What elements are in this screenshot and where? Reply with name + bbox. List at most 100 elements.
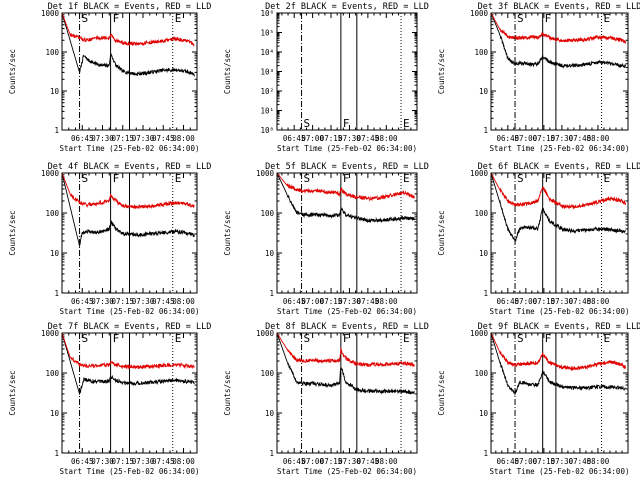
y-tick-label: 10⁵: [260, 29, 274, 38]
marker-label: F: [545, 332, 552, 345]
y-tick-label: 1: [483, 289, 488, 298]
lld-series-line: [276, 172, 415, 202]
x-tick-label: 07:30: [338, 297, 361, 306]
y-tick-label: 1000: [41, 9, 60, 18]
events-series-line: [61, 12, 195, 77]
y-tick-label: 100: [474, 369, 488, 378]
y-tick-label: 10: [479, 249, 489, 258]
x-axis-label: Start Time (25-Feb-02 06:34:00): [490, 144, 630, 153]
marker-label: E: [175, 332, 182, 345]
y-tick-label: 10²: [260, 87, 274, 96]
marker-label: F: [545, 12, 552, 25]
x-tick-label: 06:45: [497, 297, 520, 306]
chart-title: Det 3f BLACK = Events, RED = LLD: [478, 2, 640, 12]
panel-4f: Det 4f BLACK = Events, RED = LLD Start Ti…: [8, 162, 211, 316]
y-tick-label: 1000: [470, 329, 489, 338]
chart-title: Det 2f BLACK = Events, RED = LLD: [265, 2, 429, 12]
x-tick-label: 07:15: [320, 457, 343, 466]
marker-label: F: [113, 332, 120, 345]
marker-label: E: [604, 172, 611, 185]
x-tick-label: 08:00: [375, 457, 398, 466]
lld-series-line: [61, 172, 195, 210]
x-tick-label: 07:15: [111, 457, 134, 466]
x-tick-label: 06:45: [283, 457, 306, 466]
x-axis-label: Start Time (25-Feb-02 06:34:00): [277, 467, 417, 476]
marker-label: S: [304, 172, 311, 185]
y-tick-label: 1000: [41, 169, 60, 178]
marker-label: F: [113, 12, 120, 25]
marker-label: E: [175, 12, 182, 25]
x-tick-label: 07:00: [515, 457, 538, 466]
x-tick-label: 07:30: [91, 134, 114, 143]
y-axis-label: Counts/sec: [223, 49, 232, 94]
x-tick-label: 07:30: [91, 457, 114, 466]
events-series-line: [61, 332, 195, 396]
x-tick-label: 07:15: [533, 134, 556, 143]
x-tick-label: 07:45: [569, 297, 592, 306]
y-tick-label: 1: [483, 126, 488, 135]
chart-title: Det 4f BLACK = Events, RED = LLD: [48, 162, 212, 172]
y-tick-label: 10: [50, 87, 60, 96]
y-tick-label: 10: [265, 409, 275, 418]
lld-series-line: [61, 332, 195, 370]
plot-frame: [276, 172, 418, 294]
chart-title: Det 8f BLACK = Events, RED = LLD: [265, 322, 429, 332]
panel-2f: Det 2f BLACK = Events, RED = LLD Start Ti…: [223, 2, 429, 153]
x-tick-label: 06:45: [283, 134, 306, 143]
x-tick-label: 08:00: [172, 134, 195, 143]
x-tick-label: 07:30: [132, 134, 155, 143]
y-tick-label: 100: [474, 209, 488, 218]
y-axis-label: Counts/sec: [437, 49, 446, 94]
marker-label: F: [343, 172, 350, 185]
marker-label: S: [82, 12, 89, 25]
y-tick-label: 10⁴: [260, 48, 274, 57]
x-tick-label: 07:30: [338, 134, 361, 143]
x-tick-label: 06:45: [283, 297, 306, 306]
y-tick-label: 1: [483, 449, 488, 458]
y-tick-label: 100: [260, 369, 274, 378]
panel-5f: Det 5f BLACK = Events, RED = LLD Start Ti…: [223, 162, 429, 316]
y-tick-label: 1000: [256, 169, 275, 178]
y-tick-label: 1: [54, 289, 59, 298]
x-tick-label: 07:00: [515, 297, 538, 306]
x-axis-label: Start Time (25-Feb-02 06:34:00): [277, 307, 417, 316]
marker-label: E: [403, 172, 410, 185]
x-tick-label: 07:15: [320, 134, 343, 143]
y-tick-label: 10: [479, 87, 489, 96]
lld-series-line: [61, 12, 195, 47]
plot-frame: [61, 12, 198, 131]
marker-label: E: [175, 172, 182, 185]
x-tick-label: 06:45: [71, 297, 94, 306]
x-tick-label: 08:00: [375, 134, 398, 143]
x-tick-label: 07:30: [338, 457, 361, 466]
events-series-line: [276, 332, 415, 395]
panel-7f: Det 7f BLACK = Events, RED = LLD Start Ti…: [8, 322, 211, 476]
x-tick-label: 07:15: [533, 457, 556, 466]
marker-label: S: [304, 117, 311, 130]
y-axis-label: Counts/sec: [223, 210, 232, 255]
y-tick-label: 10³: [260, 68, 274, 77]
x-tick-label: 07:45: [357, 457, 380, 466]
x-tick-label: 07:15: [111, 134, 134, 143]
y-tick-label: 10: [50, 409, 60, 418]
events-series-line: [61, 172, 195, 248]
y-tick-label: 1: [54, 449, 59, 458]
y-tick-label: 10: [265, 249, 275, 258]
y-tick-label: 100: [474, 48, 488, 57]
x-axis-label: Start Time (25-Feb-02 06:34:00): [60, 144, 200, 153]
x-tick-label: 07:45: [152, 457, 175, 466]
y-axis-label: Counts/sec: [223, 370, 232, 415]
x-axis-label: Start Time (25-Feb-02 06:34:00): [277, 144, 417, 153]
y-tick-label: 100: [45, 209, 59, 218]
x-axis-label: Start Time (25-Feb-02 06:34:00): [60, 467, 200, 476]
y-tick-label: 100: [260, 209, 274, 218]
x-tick-label: 07:45: [152, 297, 175, 306]
panel-6f: Det 6f BLACK = Events, RED = LLD Start Ti…: [437, 162, 640, 316]
y-tick-label: 1: [54, 126, 59, 135]
marker-label: E: [604, 332, 611, 345]
x-axis-label: Start Time (25-Feb-02 06:34:00): [490, 307, 630, 316]
chart-title: Det 7f BLACK = Events, RED = LLD: [48, 322, 212, 332]
lld-series-line: [490, 12, 627, 44]
x-tick-label: 08:00: [587, 457, 610, 466]
y-tick-label: 1000: [256, 329, 275, 338]
